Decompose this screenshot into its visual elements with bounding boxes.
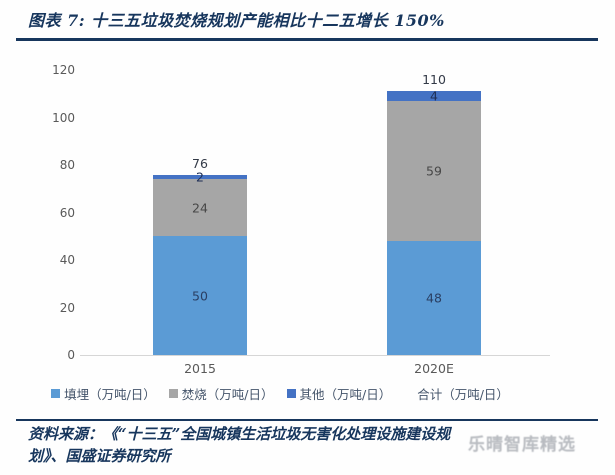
y-axis-tick-label: 80 [59, 158, 75, 172]
y-axis-tick-label: 100 [52, 110, 75, 125]
legend-item: 合计（万吨/日） [404, 384, 509, 403]
legend-item-label: 填埋（万吨/日） [64, 387, 156, 402]
figure-title: 图表 7: 十三五垃圾焚烧规划产能相比十二五增长 150% [28, 11, 445, 30]
legend-item: 填埋（万吨/日） [51, 384, 156, 403]
x-axis-line [80, 355, 550, 356]
bar-segment [387, 100, 481, 241]
data-label: 4 [430, 88, 438, 104]
y-axis-tick-label: 120 [52, 63, 75, 77]
y-axis-tick-label: 0 [67, 348, 75, 362]
data-label: 59 [426, 163, 442, 179]
top-divider-line [16, 38, 598, 41]
chart-legend: 填埋（万吨/日） 焚烧（万吨/日） 其他（万吨/日） 合计（万吨/日） [0, 384, 560, 403]
legend-item-label: 焚烧（万吨/日） [181, 387, 274, 402]
data-label: 2 [196, 169, 204, 185]
bottom-divider-line [16, 419, 598, 421]
legend-swatch [286, 389, 296, 398]
bar-segment [153, 174, 247, 180]
data-label: 24 [192, 200, 208, 216]
x-axis-category-label: 2020E [414, 361, 454, 376]
source-note: 资料来源：《“十三五”全国城镇生活垃圾无害化处理设施建设规 划》、国盛证券研究所 [28, 423, 498, 467]
legend-swatch [51, 389, 61, 398]
watermark: 乐晴智库精选 [468, 435, 576, 455]
legend-swatch [168, 389, 178, 398]
total-label: 76 [192, 155, 208, 171]
y-axis-tick-label: 60 [59, 205, 75, 220]
total-label: 110 [422, 72, 446, 88]
y-axis-tick-label: 20 [59, 300, 75, 315]
bar-segment [387, 241, 481, 355]
source-note-line1: 资料来源：《“十三五”全国城镇生活垃圾无害化处理设施建设规 [28, 425, 451, 443]
legend-item: 其他（万吨/日） [286, 384, 392, 403]
y-axis-tick-label: 40 [59, 253, 75, 267]
data-label: 48 [426, 290, 442, 306]
source-note-line2: 划》、国盛证券研究所 [28, 447, 171, 465]
bar-segment [153, 179, 247, 237]
bar-segment [153, 236, 247, 355]
legend-item: 焚烧（万吨/日） [168, 384, 274, 403]
x-axis-category-label: 2015 [184, 361, 216, 376]
legend-item-label: 其他（万吨/日） [299, 387, 392, 402]
data-label: 50 [192, 288, 208, 304]
legend-item-label: 合计（万吨/日） [417, 387, 509, 402]
bar-segment [387, 91, 481, 101]
